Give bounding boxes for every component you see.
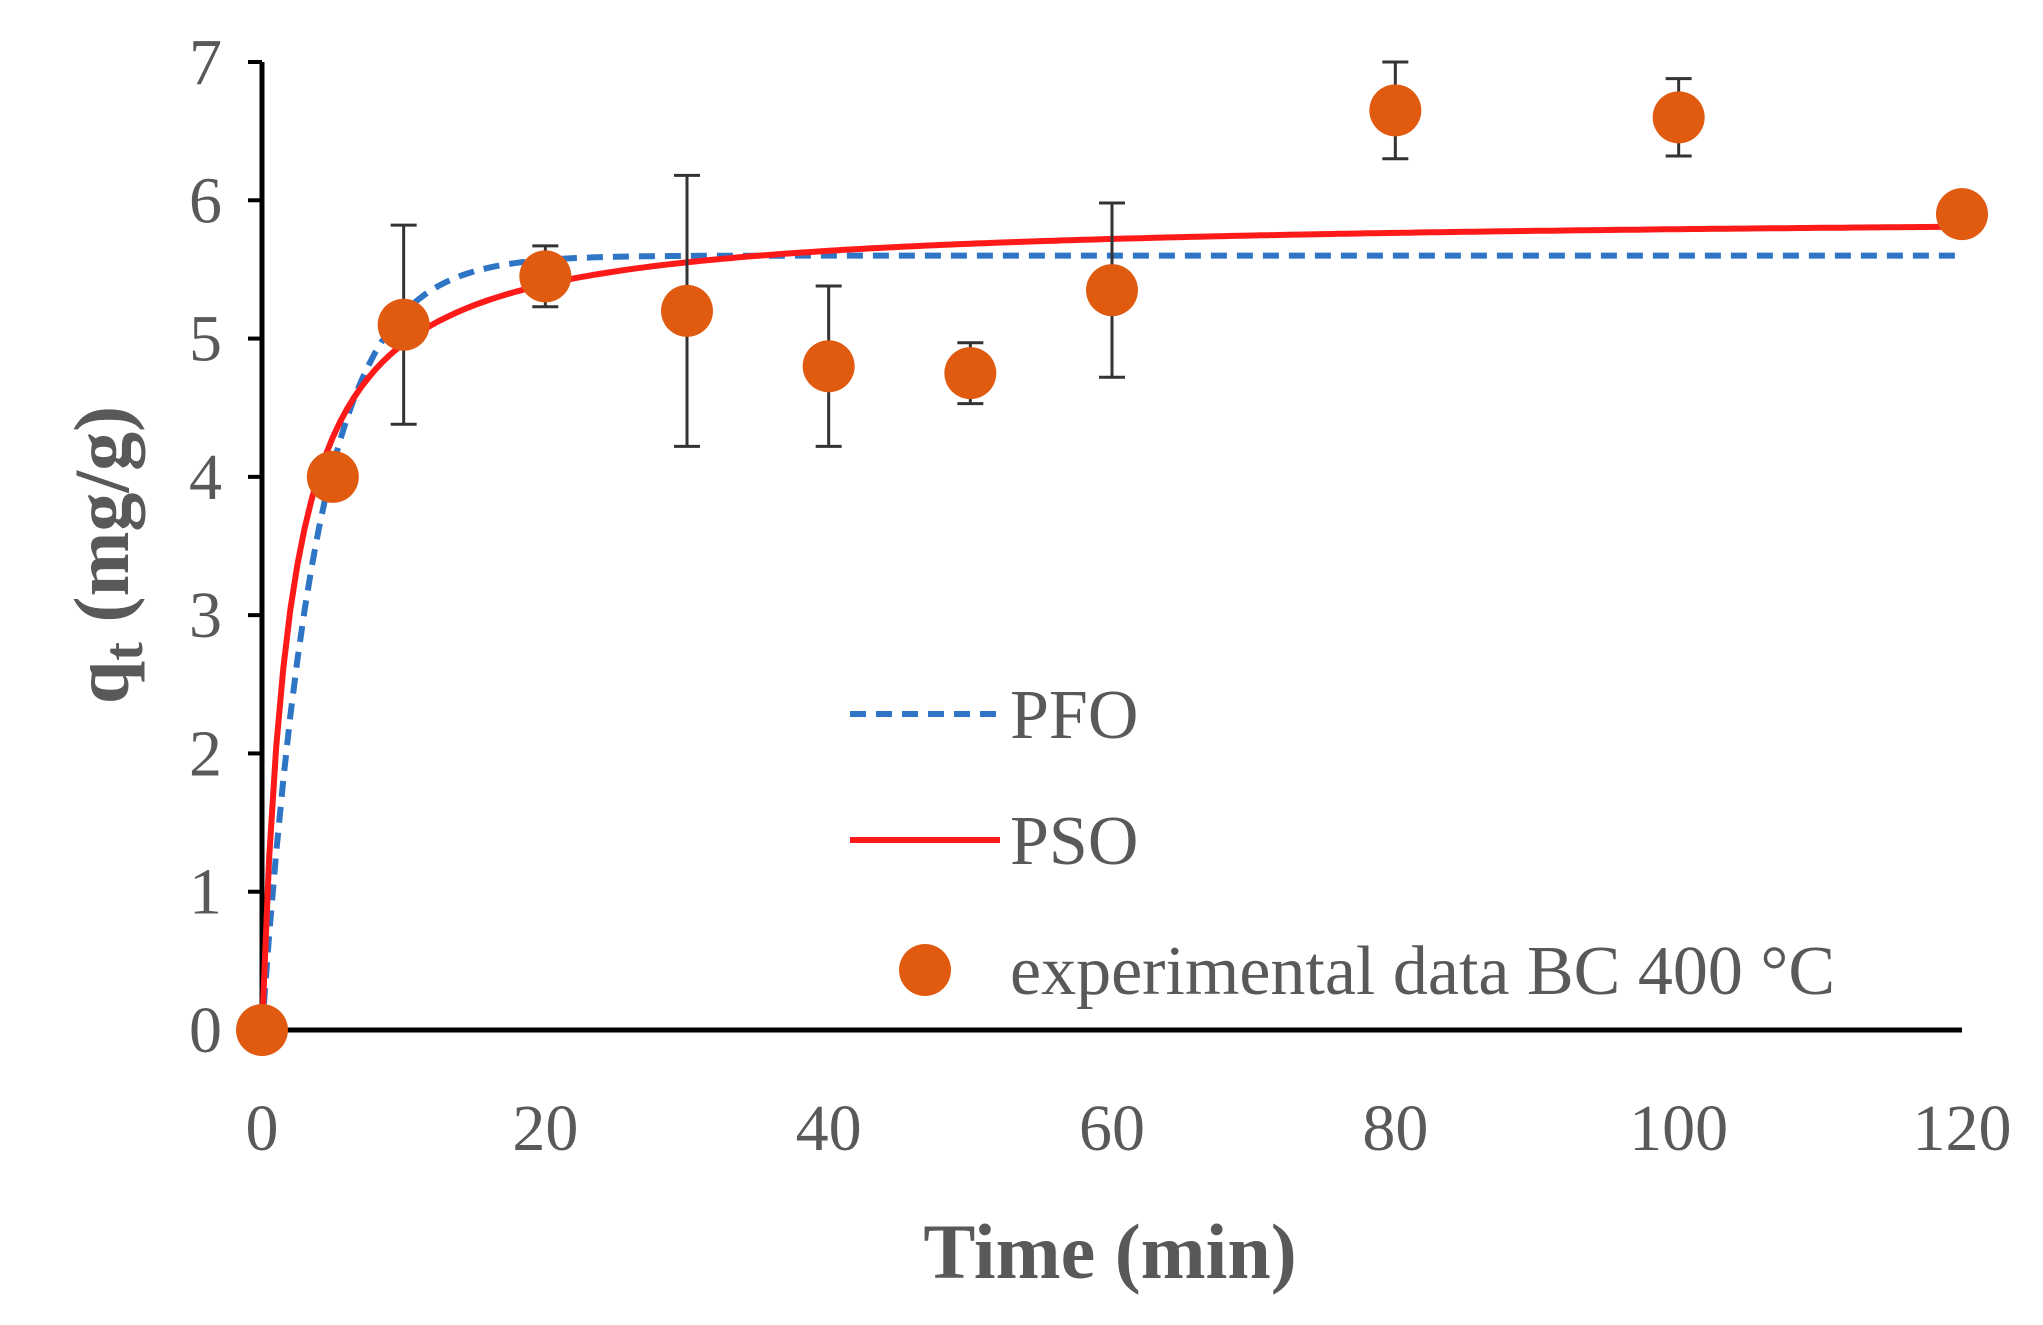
x-tick-label: 20 xyxy=(512,1092,578,1165)
y-axis-title-units: (mg/g) xyxy=(58,406,145,642)
x-tick-label: 80 xyxy=(1362,1092,1428,1165)
y-tick-label: 6 xyxy=(189,164,222,237)
x-ticks: 0 20 40 60 80 100 120 xyxy=(246,1092,2012,1165)
data-point xyxy=(802,340,855,393)
y-axis-title: qt (mg/g) xyxy=(58,406,155,704)
y-ticks: 0 1 2 3 4 5 6 7 xyxy=(189,26,262,1067)
x-tick-label: 100 xyxy=(1629,1092,1728,1165)
legend-experimental-label: experimental data BC 400 °C xyxy=(1010,933,1835,1010)
axes: 0 1 2 3 4 5 6 7 0 20 40 60 80 100 120 xyxy=(189,26,2012,1165)
y-tick-label: 1 xyxy=(189,856,222,929)
data-point xyxy=(944,347,997,400)
legend-pfo-label: PFO xyxy=(1010,677,1138,754)
x-tick-label: 0 xyxy=(246,1092,279,1165)
y-tick-label: 3 xyxy=(189,579,222,652)
data-point xyxy=(1652,91,1705,144)
legend-experimental-marker xyxy=(899,944,951,996)
data-point xyxy=(519,250,572,303)
data-point xyxy=(377,298,430,351)
data-point xyxy=(306,450,359,503)
experimental-points xyxy=(236,84,1988,1056)
x-axis-title: Time (min) xyxy=(923,1208,1296,1295)
data-point xyxy=(1936,188,1988,241)
y-axis-title-main: q xyxy=(58,661,145,704)
y-tick-label: 2 xyxy=(189,717,222,790)
data-point xyxy=(236,1004,288,1056)
x-tick-label: 120 xyxy=(1913,1092,2012,1165)
y-tick-label: 0 xyxy=(189,994,222,1067)
legend: PFO PSO experimental data BC 400 °C xyxy=(850,677,1835,1010)
data-point xyxy=(1369,84,1422,137)
y-tick-label: 7 xyxy=(189,26,222,99)
data-point xyxy=(1086,264,1138,317)
data-point xyxy=(661,284,713,337)
y-axis-title-subscript: t xyxy=(93,642,155,661)
legend-pso-label: PSO xyxy=(1010,803,1138,880)
x-tick-label: 40 xyxy=(796,1092,862,1165)
x-tick-label: 60 xyxy=(1079,1092,1145,1165)
y-tick-label: 4 xyxy=(189,441,222,514)
y-tick-label: 5 xyxy=(189,303,222,376)
